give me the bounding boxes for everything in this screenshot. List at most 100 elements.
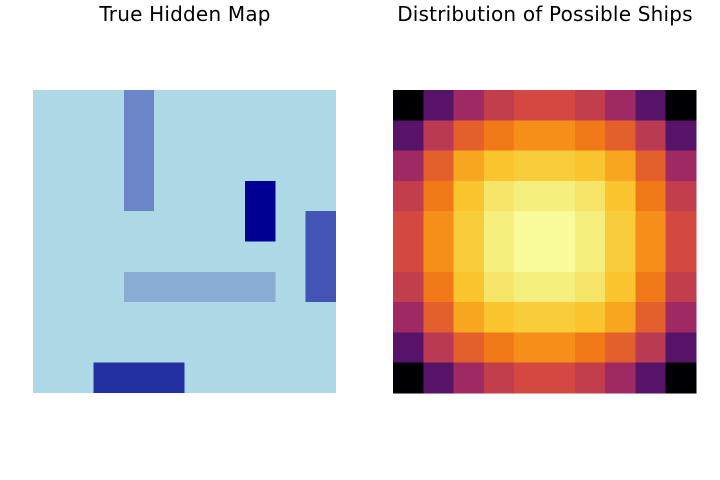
heat-cell-r7-c3: [483, 302, 515, 333]
heat-cell-r9-c1: [423, 362, 455, 394]
heat-cell-r9-c6: [574, 362, 606, 394]
heat-cell-r9-c9: [665, 362, 697, 394]
heat-cell-r6-c2: [453, 271, 485, 303]
heat-cell-r3-c5: [544, 180, 576, 212]
ship-1: [123, 90, 155, 212]
heat-cell-r6-c4: [514, 271, 545, 303]
heat-cell-r8-c2: [453, 332, 485, 364]
heat-cell-r4-c5: [544, 211, 576, 242]
heat-cell-r2-c7: [605, 150, 636, 182]
heat-cell-r8-c1: [423, 332, 455, 364]
heat-cell-r0-c4: [514, 90, 545, 121]
heat-cell-r4-c3: [483, 211, 515, 242]
heat-cell-r6-c9: [665, 271, 697, 303]
heat-cell-r3-c1: [423, 180, 455, 212]
heat-cell-r5-c5: [544, 241, 576, 273]
heat-cell-r6-c6: [574, 271, 606, 303]
heat-cell-r4-c4: [514, 211, 545, 242]
heat-cell-r3-c4: [514, 180, 545, 212]
heat-cell-r5-c2: [453, 241, 485, 273]
heat-cell-r4-c6: [574, 211, 606, 242]
heat-cell-r3-c0: [393, 180, 424, 212]
heat-cell-r1-c0: [393, 120, 424, 152]
heat-cell-r7-c5: [544, 302, 576, 333]
heat-cell-r6-c3: [483, 271, 515, 303]
heat-cell-r6-c8: [635, 271, 667, 303]
heat-cell-r0-c6: [574, 90, 606, 121]
heat-cell-r5-c4: [514, 241, 545, 273]
heat-cell-r8-c8: [635, 332, 667, 364]
heat-cell-r9-c0: [393, 362, 424, 394]
heat-cell-r5-c6: [574, 241, 606, 273]
heat-cell-r4-c0: [393, 211, 424, 242]
heat-cell-r8-c9: [665, 332, 697, 364]
heat-cell-r5-c9: [665, 241, 697, 273]
heat-cell-r3-c2: [453, 180, 485, 212]
heat-cell-r7-c8: [635, 302, 667, 333]
heat-cell-r0-c2: [453, 90, 485, 121]
heat-cell-r2-c1: [423, 150, 455, 182]
heat-cell-r1-c2: [453, 120, 485, 152]
heat-cell-r1-c8: [635, 120, 667, 152]
heat-cell-r3-c7: [605, 180, 636, 212]
heat-cell-r0-c7: [605, 90, 636, 121]
heat-cell-r7-c9: [665, 302, 697, 333]
heat-cell-r6-c0: [393, 271, 424, 303]
probability-heatmap-panel: [393, 90, 697, 394]
heat-cell-r8-c7: [605, 332, 636, 364]
heat-cell-r1-c9: [665, 120, 697, 152]
heat-cell-r3-c8: [635, 180, 667, 212]
heat-cell-r6-c5: [544, 271, 576, 303]
heat-cell-r9-c7: [605, 362, 636, 394]
heat-cell-r7-c1: [423, 302, 455, 333]
heat-cell-r2-c5: [544, 150, 576, 182]
heat-cell-r5-c0: [393, 241, 424, 273]
heat-cell-r8-c5: [544, 332, 576, 364]
chart-title-distribution: Distribution of Possible Ships: [397, 2, 693, 26]
heat-cell-r9-c3: [483, 362, 515, 394]
heat-cell-r2-c2: [453, 150, 485, 182]
heat-cell-r9-c4: [514, 362, 545, 394]
heat-cell-r0-c3: [483, 90, 515, 121]
heat-cell-r8-c0: [393, 332, 424, 364]
heat-cell-r1-c3: [483, 120, 515, 152]
heat-cell-r2-c9: [665, 150, 697, 182]
heat-cell-r1-c5: [544, 120, 576, 152]
heat-cell-r1-c4: [514, 120, 545, 152]
heat-cell-r5-c8: [635, 241, 667, 273]
ship-3: [305, 211, 336, 303]
chart-title-true-hidden-map: True Hidden Map: [99, 2, 271, 26]
heat-cell-r4-c2: [453, 211, 485, 242]
heat-cell-r2-c3: [483, 150, 515, 182]
heat-cell-r6-c1: [423, 271, 455, 303]
heat-cell-r4-c1: [423, 211, 455, 242]
ship-4: [123, 271, 276, 303]
heat-cell-r9-c2: [453, 362, 485, 394]
heat-cell-r5-c3: [483, 241, 515, 273]
heat-cell-r0-c9: [665, 90, 697, 121]
heat-cell-r1-c7: [605, 120, 636, 152]
heat-cell-r9-c8: [635, 362, 667, 394]
heat-cell-r4-c9: [665, 211, 697, 242]
ship-5: [93, 362, 185, 393]
heat-cell-r8-c6: [574, 332, 606, 364]
heat-cell-r3-c6: [574, 180, 606, 212]
heat-cell-r8-c3: [483, 332, 515, 364]
heat-cell-r0-c1: [423, 90, 455, 121]
heat-cell-r0-c0: [393, 90, 424, 121]
heat-cell-r2-c6: [574, 150, 606, 182]
heat-cell-r8-c4: [514, 332, 545, 364]
heat-cell-r4-c8: [635, 211, 667, 242]
heat-cell-r7-c4: [514, 302, 545, 333]
heat-cell-r5-c1: [423, 241, 455, 273]
heat-cell-r7-c0: [393, 302, 424, 333]
heat-cell-r3-c9: [665, 180, 697, 212]
hidden-map-panel: [33, 90, 336, 393]
heat-cell-r7-c2: [453, 302, 485, 333]
ship-2: [245, 180, 276, 242]
heat-cell-r0-c5: [544, 90, 576, 121]
heat-cell-r6-c7: [605, 271, 636, 303]
heat-cell-r3-c3: [483, 180, 515, 212]
heat-cell-r7-c6: [574, 302, 606, 333]
